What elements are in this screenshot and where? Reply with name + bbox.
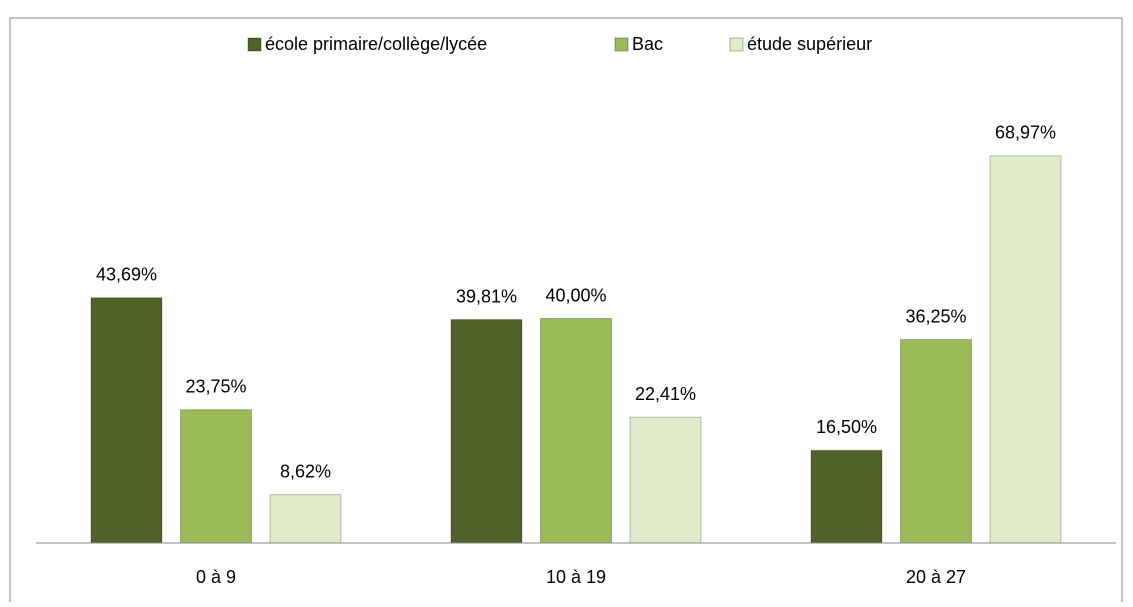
- legend-label: étude supérieur: [747, 34, 872, 54]
- bar: [810, 449, 883, 544]
- value-label: 68,97%: [995, 123, 1056, 143]
- value-label: 16,50%: [816, 417, 877, 437]
- x-tick-label: 10 à 19: [546, 567, 606, 587]
- bar: [90, 297, 163, 544]
- legend-swatch: [614, 37, 629, 52]
- bar: [629, 416, 702, 544]
- bar: [989, 155, 1062, 544]
- value-label: 40,00%: [545, 285, 606, 305]
- x-tick-label: 0 à 9: [196, 567, 236, 587]
- bar: [540, 318, 612, 544]
- bar: [269, 494, 342, 544]
- value-label: 43,69%: [96, 265, 157, 285]
- value-label: 23,75%: [185, 376, 246, 396]
- bar: [900, 339, 972, 544]
- value-label: 8,62%: [280, 461, 331, 481]
- legend-swatch: [729, 37, 744, 52]
- value-label: 36,25%: [905, 306, 966, 326]
- legend-swatch: [247, 37, 262, 52]
- legend-label: école primaire/collège/lycée: [265, 34, 487, 54]
- bar: [450, 319, 523, 544]
- legend-label: Bac: [632, 34, 663, 54]
- bar: [180, 409, 252, 544]
- x-tick-label: 20 à 27: [906, 567, 966, 587]
- value-label: 22,41%: [635, 384, 696, 404]
- value-label: 39,81%: [456, 286, 517, 306]
